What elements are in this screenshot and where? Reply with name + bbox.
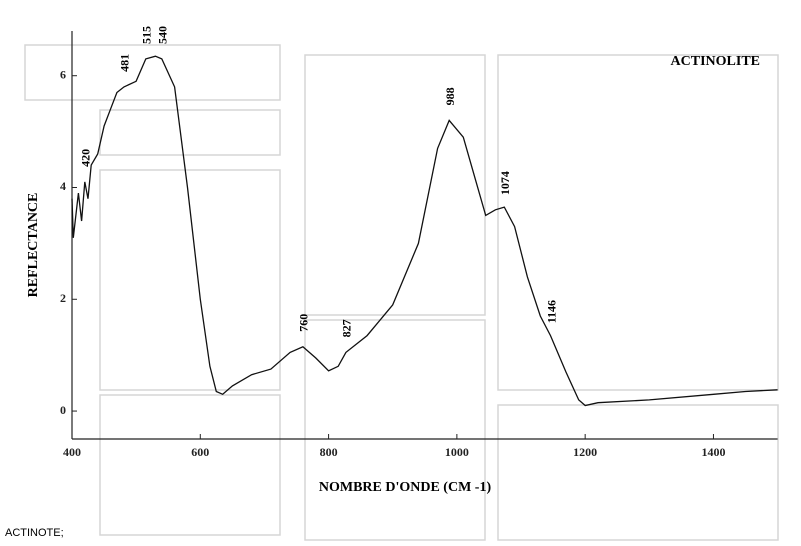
caption: ACTINOTE; [5,527,64,539]
chart-title: ACTINOLITE [671,54,760,69]
x-tick-label: 600 [191,445,209,459]
peak-label: 988 [443,87,457,105]
ghost-box [497,404,779,541]
peak-label: 827 [340,319,354,337]
y-tick-label: 2 [60,291,66,305]
ghost-box [99,394,281,536]
y-axis-label: REFLECTANCE [26,193,41,298]
x-tick-label: 1200 [573,445,597,459]
peak-label: 420 [79,149,93,167]
x-tick-label: 800 [320,445,338,459]
spectrum-line [71,55,778,407]
peak-label: 760 [297,314,311,332]
ghost-box [24,44,281,101]
ghost-box [497,54,779,391]
x-tick-label: 1400 [701,445,725,459]
ghost-box [99,109,281,156]
ghost-box [99,169,281,391]
x-tick-label: 1000 [445,445,469,459]
peak-label: 481 [118,54,132,72]
peak-label: 1146 [544,300,558,323]
ghost-box [304,319,486,541]
peak-label: 515 [140,26,154,44]
background-form [24,44,779,541]
y-tick-label: 4 [60,179,66,193]
peak-label: 1074 [498,171,512,195]
y-tick-label: 6 [60,67,66,81]
ghost-box [304,54,486,316]
x-tick-label: 400 [63,445,81,459]
y-tick-label: 0 [60,403,66,417]
x-axis-label: NOMBRE D'ONDE (CM -1) [319,480,492,495]
peak-label: 540 [156,26,170,44]
